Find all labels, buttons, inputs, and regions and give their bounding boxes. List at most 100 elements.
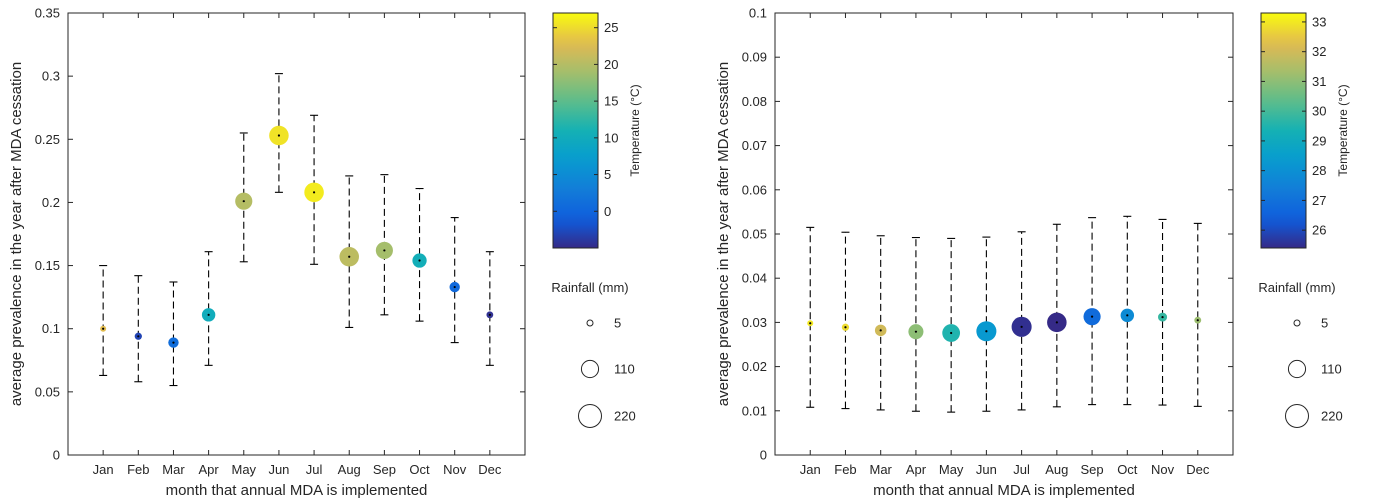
size-legend-marker xyxy=(580,359,600,379)
size-legend-marker xyxy=(1293,319,1301,327)
size-legend-label: 5 xyxy=(614,316,621,331)
size-legend-marker xyxy=(1285,404,1309,428)
data-point-center xyxy=(1090,315,1094,318)
x-tick-label: Aug xyxy=(338,462,361,477)
colorbar-tick-label: 29 xyxy=(1312,133,1326,148)
x-tick-label: Jan xyxy=(93,462,114,477)
x-tick-label: Aug xyxy=(1045,462,1068,477)
data-point-center xyxy=(102,327,105,330)
colorbar-tick-label: 15 xyxy=(604,94,618,109)
x-tick-label: Apr xyxy=(906,462,927,477)
data-point-center xyxy=(383,249,386,252)
x-tick-label: Jul xyxy=(306,462,323,477)
chart-panel-1: 0 0.05 0.1 0.15 0.2 0.25 0.3 0.35 Jan Feb Mar Apr Ma… xyxy=(8,6,642,499)
data-point-center xyxy=(1020,325,1023,328)
y-tick-label: 0.08 xyxy=(742,94,767,109)
y-axis-label: average prevalence in the year after MDA… xyxy=(8,62,25,406)
y-tick-label: 0.2 xyxy=(42,195,60,210)
colorbar-tick-label: 33 xyxy=(1312,14,1326,29)
size-legend-label: 220 xyxy=(614,409,636,424)
x-tick-label: Mar xyxy=(869,462,892,477)
x-axis-label: month that annual MDA is implemented xyxy=(873,482,1135,499)
error-bar-nov xyxy=(450,217,459,344)
y-tick-label: 0.25 xyxy=(35,132,60,147)
colorbar-tick-label: 0 xyxy=(604,204,611,219)
colorbar-tick-label: 31 xyxy=(1312,74,1326,89)
error-bar-apr xyxy=(911,236,920,412)
error-bar-jun xyxy=(982,236,991,412)
data-point-center xyxy=(137,335,140,338)
size-legend-label: 220 xyxy=(1321,409,1343,424)
colorbar-tick-label: 5 xyxy=(604,167,611,182)
data-point-center xyxy=(879,329,882,332)
data-point-center xyxy=(418,259,421,262)
error-bar-mar xyxy=(169,281,178,387)
y-tick-label: 0.04 xyxy=(742,271,767,286)
colorbar-tick-label: 20 xyxy=(604,57,618,72)
y-tick-label: 0.07 xyxy=(742,138,767,153)
data-point-center xyxy=(844,326,847,329)
error-bar-nov xyxy=(1158,218,1167,406)
error-bar-may xyxy=(947,237,956,413)
data-point-center xyxy=(1161,315,1164,319)
y-tick-label: 0.02 xyxy=(742,359,767,374)
error-bar-mar xyxy=(876,235,885,411)
error-bar-may xyxy=(239,132,248,263)
colorbar-tick-label: 27 xyxy=(1312,193,1326,208)
y-tick-label: 0.15 xyxy=(35,258,60,273)
y-tick-label: 0.01 xyxy=(742,403,767,418)
colorbar xyxy=(1260,12,1307,249)
colorbar-tick-label: 10 xyxy=(604,130,618,145)
colorbar-label: Temperature (°C) xyxy=(628,84,642,176)
data-point-center xyxy=(207,313,210,316)
colorbar-tick-label: 28 xyxy=(1312,163,1326,178)
x-tick-label: Sep xyxy=(1081,462,1104,477)
data-point-center xyxy=(348,255,351,258)
size-legend-marker xyxy=(578,404,602,428)
x-tick-label: Jun xyxy=(976,462,997,477)
x-tick-label: May xyxy=(231,462,256,477)
data-point-center xyxy=(1126,314,1129,317)
size-legend-marker xyxy=(1287,359,1307,379)
x-tick-label: Feb xyxy=(834,462,856,477)
size-legend-title: Rainfall (mm) xyxy=(1258,280,1335,295)
y-tick-label: 0.06 xyxy=(742,182,767,197)
data-point-center xyxy=(985,330,988,333)
y-tick-label: 0.05 xyxy=(742,227,767,242)
error-bar-jul xyxy=(310,114,319,265)
x-tick-label: Jun xyxy=(268,462,289,477)
data-point-center xyxy=(1055,321,1058,324)
data-point-center xyxy=(172,341,175,344)
y-tick-label: 0.3 xyxy=(42,69,60,84)
x-tick-label: Nov xyxy=(443,462,467,477)
data-point-center xyxy=(914,330,918,333)
colorbar-tick-label: 25 xyxy=(604,20,618,35)
colorbar-tick-label: 32 xyxy=(1312,44,1326,59)
y-tick-label: 0 xyxy=(760,448,767,463)
x-tick-label: Apr xyxy=(198,462,219,477)
error-bar-jan xyxy=(99,265,108,376)
x-tick-label: Oct xyxy=(1117,462,1138,477)
y-tick-label: 0.09 xyxy=(742,50,767,65)
plot-area-frame xyxy=(774,12,1234,456)
size-legend-title: Rainfall (mm) xyxy=(551,280,628,295)
size-legend-label: 5 xyxy=(1321,316,1328,331)
plot-area-frame xyxy=(67,12,526,456)
colorbar-label: Temperature (°C) xyxy=(1336,84,1350,176)
data-point-center xyxy=(242,200,245,203)
colorbar-tick-label: 26 xyxy=(1312,223,1326,238)
error-bar-jan xyxy=(806,226,815,408)
colorbar xyxy=(552,12,599,249)
x-tick-label: Nov xyxy=(1151,462,1175,477)
x-tick-label: May xyxy=(939,462,964,477)
chart-panel-2: 0 0.01 0.02 0.03 0.04 0.05 0.06 0.07 0.08 0.09 0.1… xyxy=(715,6,1350,499)
x-tick-label: Mar xyxy=(162,462,185,477)
data-point-center xyxy=(277,134,281,137)
x-tick-label: Jan xyxy=(800,462,821,477)
data-point-center xyxy=(453,285,456,289)
x-tick-label: Dec xyxy=(478,462,502,477)
data-point-center xyxy=(488,313,491,316)
error-bar-feb xyxy=(134,275,143,383)
x-tick-label: Jul xyxy=(1013,462,1030,477)
colorbar-tick-label: 30 xyxy=(1312,104,1326,119)
